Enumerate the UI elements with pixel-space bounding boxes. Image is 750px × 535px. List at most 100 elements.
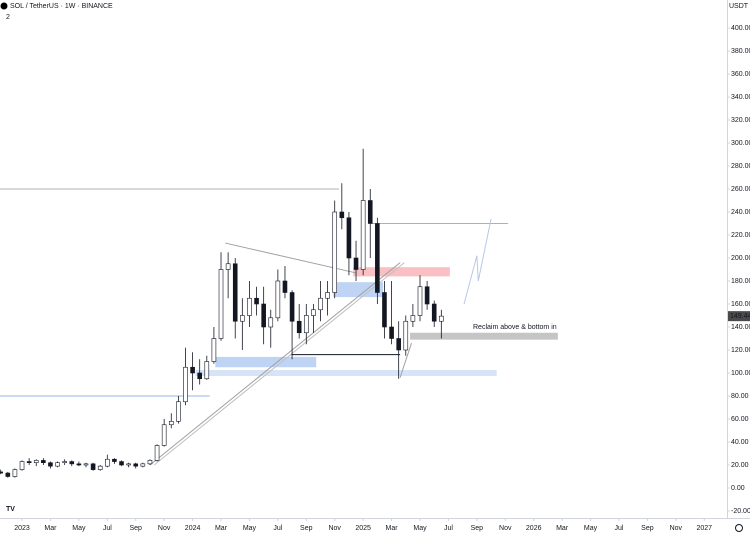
candle-body — [417, 286, 423, 316]
candle-body — [105, 458, 110, 467]
y-tick-label: 140.00 — [731, 324, 750, 331]
candle-body — [97, 465, 103, 470]
logo: TV — [6, 506, 15, 513]
candle-body — [296, 320, 302, 334]
x-tick-label: Sep — [641, 525, 654, 532]
y-tick-label: 280.00 — [731, 163, 750, 170]
y-tick-label: -20.00 — [731, 508, 750, 515]
candle-body — [126, 463, 131, 466]
y-tick-label: 180.00 — [731, 278, 750, 285]
settings-icon[interactable] — [735, 524, 743, 532]
candle-body — [240, 315, 245, 322]
y-tick-label: 100.00 — [731, 370, 750, 377]
candle-body — [247, 297, 252, 316]
last-price-label: 149.44 — [730, 313, 750, 320]
x-tick-label: Nov — [328, 525, 341, 532]
x-tick-label: Sep — [471, 525, 484, 532]
y-tick-label: 220.00 — [731, 232, 750, 239]
candle-body — [424, 286, 430, 305]
x-tick-label: Mar — [386, 525, 399, 532]
candle-body — [211, 338, 217, 362]
candle-body — [268, 317, 274, 328]
x-tick-label: 2024 — [185, 525, 201, 532]
y-tick-label: 20.00 — [731, 462, 749, 469]
candle-body — [225, 263, 231, 270]
candle-body — [325, 292, 330, 299]
candle-body — [90, 463, 96, 470]
candle-body — [332, 211, 338, 293]
x-tick-label: May — [584, 525, 598, 532]
candle-body — [19, 461, 25, 470]
x-tick-label: Mar — [556, 525, 569, 532]
candle-body — [396, 338, 401, 351]
x-tick-label: 2026 — [526, 525, 542, 532]
candle-body — [360, 200, 366, 270]
y-tick-label: 120.00 — [731, 347, 750, 354]
x-tick-label: Jul — [444, 525, 453, 532]
candle-body — [311, 309, 316, 316]
candle-body — [12, 469, 18, 477]
currency-label: USDT — [729, 3, 749, 10]
candle-body — [431, 303, 437, 322]
drawing-line — [149, 262, 401, 466]
plot-area: Reclaim above & bottom in — [0, 148, 558, 478]
candle-body — [62, 461, 67, 463]
candle-body — [26, 461, 32, 463]
candle-body — [5, 472, 11, 477]
x-tick-label: Jul — [273, 525, 282, 532]
candle-body — [133, 463, 139, 467]
y-tick-label: 0.00 — [731, 485, 745, 492]
candle-body — [147, 460, 153, 465]
x-tick-label: 2025 — [355, 525, 371, 532]
x-tick-label: May — [72, 525, 86, 532]
price-zone — [215, 356, 317, 368]
candle-body — [83, 463, 89, 466]
candle-body — [190, 366, 195, 374]
y-tick-label: 260.00 — [731, 186, 750, 193]
candle-body — [48, 462, 53, 467]
price-zone — [410, 332, 558, 340]
candle-body — [33, 460, 39, 463]
candle-body — [254, 297, 259, 305]
candle-body — [289, 292, 295, 322]
candle-body — [168, 420, 174, 426]
candle-body — [382, 292, 387, 328]
x-tick-label: 2027 — [696, 525, 712, 532]
y-tick-label: 200.00 — [731, 255, 750, 262]
x-tick-label: Nov — [499, 525, 512, 532]
candle-body — [119, 461, 124, 466]
candle-body — [389, 326, 394, 339]
price-zone — [195, 370, 497, 376]
candle-body — [318, 297, 323, 311]
candle-body — [0, 471, 4, 474]
x-tick-label: Jul — [103, 525, 112, 532]
annotation: Reclaim above & bottom in — [473, 324, 557, 331]
candle-body — [112, 458, 117, 462]
candle-body — [176, 401, 181, 422]
x-tick-label: Jul — [615, 525, 624, 532]
indicator-count: 2 — [6, 14, 10, 21]
y-tick-label: 320.00 — [731, 117, 750, 124]
candle-body — [140, 463, 146, 467]
candle-body — [55, 462, 60, 467]
chart-title: SOL / TetherUS · 1W · BINANCE — [10, 3, 113, 10]
y-tick-label: 400.00 — [731, 25, 750, 32]
y-tick-label: 60.00 — [731, 416, 749, 423]
candle-body — [282, 280, 288, 293]
drawing-line — [153, 262, 405, 466]
candle-body — [232, 263, 238, 322]
x-tick-label: Nov — [158, 525, 171, 532]
candle-body — [76, 463, 82, 466]
candle-body — [41, 460, 46, 463]
x-tick-label: Sep — [300, 525, 313, 532]
symbol-icon — [0, 2, 8, 10]
candle-body — [69, 461, 75, 465]
candle-body — [439, 315, 444, 322]
x-tick-label: Mar — [215, 525, 228, 532]
candle-body — [353, 257, 359, 270]
y-tick-label: 380.00 — [731, 48, 750, 55]
drawing-line — [463, 218, 492, 305]
candle-body — [367, 200, 373, 224]
candle-body — [154, 445, 160, 461]
